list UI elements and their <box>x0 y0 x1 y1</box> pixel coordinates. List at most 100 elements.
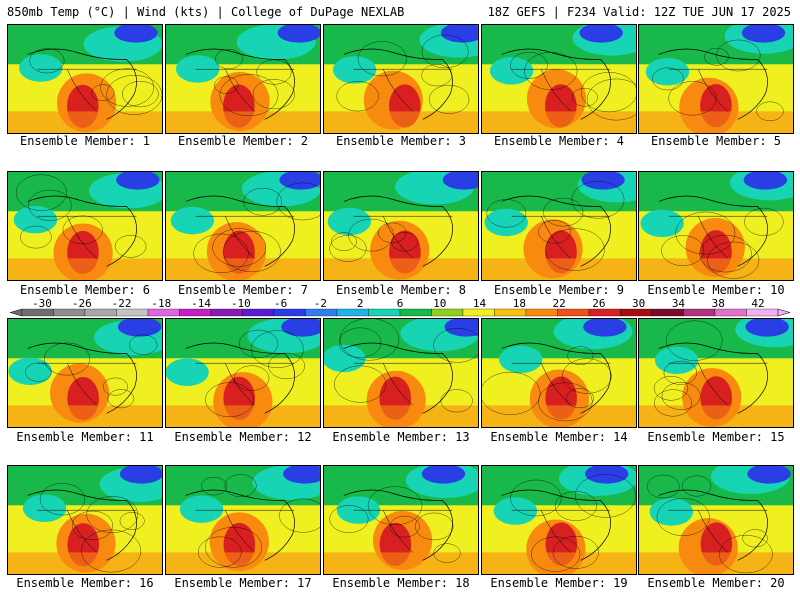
ensemble-member-label: Ensemble Member: 8 <box>335 283 467 297</box>
colorbar-segment <box>651 308 684 317</box>
ensemble-map-panel <box>165 465 321 575</box>
colorbar-tick-label: -10 <box>231 298 251 310</box>
ensemble-member-label: Ensemble Member: 1 <box>19 134 151 148</box>
colorbar-segment <box>714 308 747 317</box>
colorbar-tick-label: 30 <box>632 298 645 310</box>
colorbar-segment <box>53 308 86 317</box>
ensemble-member-label: Ensemble Member: 16 <box>16 576 154 590</box>
ensemble-member-label: Ensemble Member: 9 <box>493 283 625 297</box>
temperature-map <box>639 466 793 574</box>
temperature-map <box>324 172 478 280</box>
ensemble-member-label: Ensemble Member: 2 <box>177 134 309 148</box>
ensemble-map-panel <box>323 465 479 575</box>
ensemble-member-label: Ensemble Member: 19 <box>490 576 628 590</box>
colorbar-tick-label: 6 <box>397 298 404 310</box>
temperature-map <box>8 466 162 574</box>
ensemble-member-label: Ensemble Member: 12 <box>174 430 312 444</box>
colorbar-tick-label: 2 <box>357 298 364 310</box>
colorbar-arrow-right <box>777 308 791 317</box>
chart-title: 850mb Temp (°C) | Wind (kts) | College o… <box>7 5 405 19</box>
colorbar-tick-label: 14 <box>473 298 487 310</box>
ensemble-map-panel <box>638 171 794 281</box>
ensemble-map-panel <box>323 24 479 134</box>
ensemble-map-panel <box>481 24 637 134</box>
temperature-map <box>324 25 478 133</box>
temperature-map <box>639 25 793 133</box>
colorbar-tick-label: -14 <box>191 298 211 310</box>
model-run-info: 18Z GEFS | F234 Valid: 12Z TUE JUN 17 20… <box>487 5 791 19</box>
ensemble-member-label: Ensemble Member: 18 <box>332 576 470 590</box>
ensemble-map-panel <box>7 171 163 281</box>
temperature-map <box>166 319 320 427</box>
temperature-colorbar: -30 -26 -22 -18 -14 -10 -6 -2 2 6 10 14 18 22 26 30 34 38… <box>8 298 792 320</box>
colorbar-segment <box>147 308 180 317</box>
colorbar-segment <box>179 308 212 317</box>
colorbar-tick-label: 10 <box>433 298 446 310</box>
ensemble-member-label: Ensemble Member: 4 <box>493 134 625 148</box>
temperature-map <box>166 466 320 574</box>
temperature-map <box>166 172 320 280</box>
colorbar-tick-label: -2 <box>314 298 327 310</box>
temperature-map <box>8 319 162 427</box>
ensemble-map-panel <box>481 171 637 281</box>
ensemble-map-panel <box>7 465 163 575</box>
temperature-map <box>8 25 162 133</box>
ensemble-member-label: Ensemble Member: 14 <box>490 430 628 444</box>
colorbar-segment <box>21 308 54 317</box>
colorbar-segment <box>620 308 653 317</box>
ensemble-map-panel <box>165 318 321 428</box>
colorbar-tick-label: -30 <box>32 298 52 310</box>
ensemble-map-panel <box>638 318 794 428</box>
colorbar-segment <box>368 308 401 317</box>
ensemble-map-panel <box>7 318 163 428</box>
temperature-map <box>482 25 636 133</box>
ensemble-map-panel <box>165 24 321 134</box>
colorbar-arrow-left <box>9 308 23 317</box>
colorbar-segment <box>462 308 495 317</box>
colorbar-segment <box>557 308 590 317</box>
colorbar-segment <box>494 308 527 317</box>
ensemble-member-label: Ensemble Member: 5 <box>650 134 782 148</box>
temperature-map <box>166 25 320 133</box>
colorbar-tick-label: -6 <box>274 298 287 310</box>
ensemble-map-panel <box>7 24 163 134</box>
colorbar-segment <box>746 308 779 317</box>
colorbar-segment <box>242 308 275 317</box>
ensemble-member-label: Ensemble Member: 20 <box>647 576 785 590</box>
temperature-map <box>639 319 793 427</box>
ensemble-member-label: Ensemble Member: 3 <box>335 134 467 148</box>
colorbar-tick-label: 38 <box>712 298 725 310</box>
colorbar-segment <box>273 308 306 317</box>
colorbar-tick-label: 26 <box>592 298 605 310</box>
ensemble-member-label: Ensemble Member: 11 <box>16 430 154 444</box>
colorbar-tick-label: 22 <box>552 298 565 310</box>
temperature-map <box>482 466 636 574</box>
colorbar-segment <box>116 308 149 317</box>
colorbar-segment <box>336 308 369 317</box>
colorbar-tick-label: 42 <box>751 298 764 310</box>
temperature-map <box>482 172 636 280</box>
colorbar-tick-label: -22 <box>112 298 132 310</box>
ensemble-member-label: Ensemble Member: 17 <box>174 576 312 590</box>
temperature-map <box>8 172 162 280</box>
ensemble-map-panel <box>323 171 479 281</box>
ensemble-member-label: Ensemble Member: 6 <box>19 283 151 297</box>
colorbar-segment <box>305 308 338 317</box>
temperature-map <box>324 319 478 427</box>
colorbar-segment <box>683 308 716 317</box>
temperature-map <box>324 466 478 574</box>
colorbar-segment <box>84 308 117 317</box>
ensemble-map-panel <box>323 318 479 428</box>
colorbar-segment <box>431 308 464 317</box>
ensemble-member-label: Ensemble Member: 13 <box>332 430 470 444</box>
ensemble-map-panel <box>638 24 794 134</box>
colorbar-segment <box>399 308 432 317</box>
ensemble-map-panel <box>165 171 321 281</box>
ensemble-member-label: Ensemble Member: 15 <box>647 430 785 444</box>
ensemble-member-label: Ensemble Member: 10 <box>647 283 785 297</box>
ensemble-map-panel <box>481 318 637 428</box>
ensemble-map-panel <box>638 465 794 575</box>
temperature-map <box>639 172 793 280</box>
colorbar-tick-label: 34 <box>672 298 686 310</box>
ensemble-member-label: Ensemble Member: 7 <box>177 283 309 297</box>
